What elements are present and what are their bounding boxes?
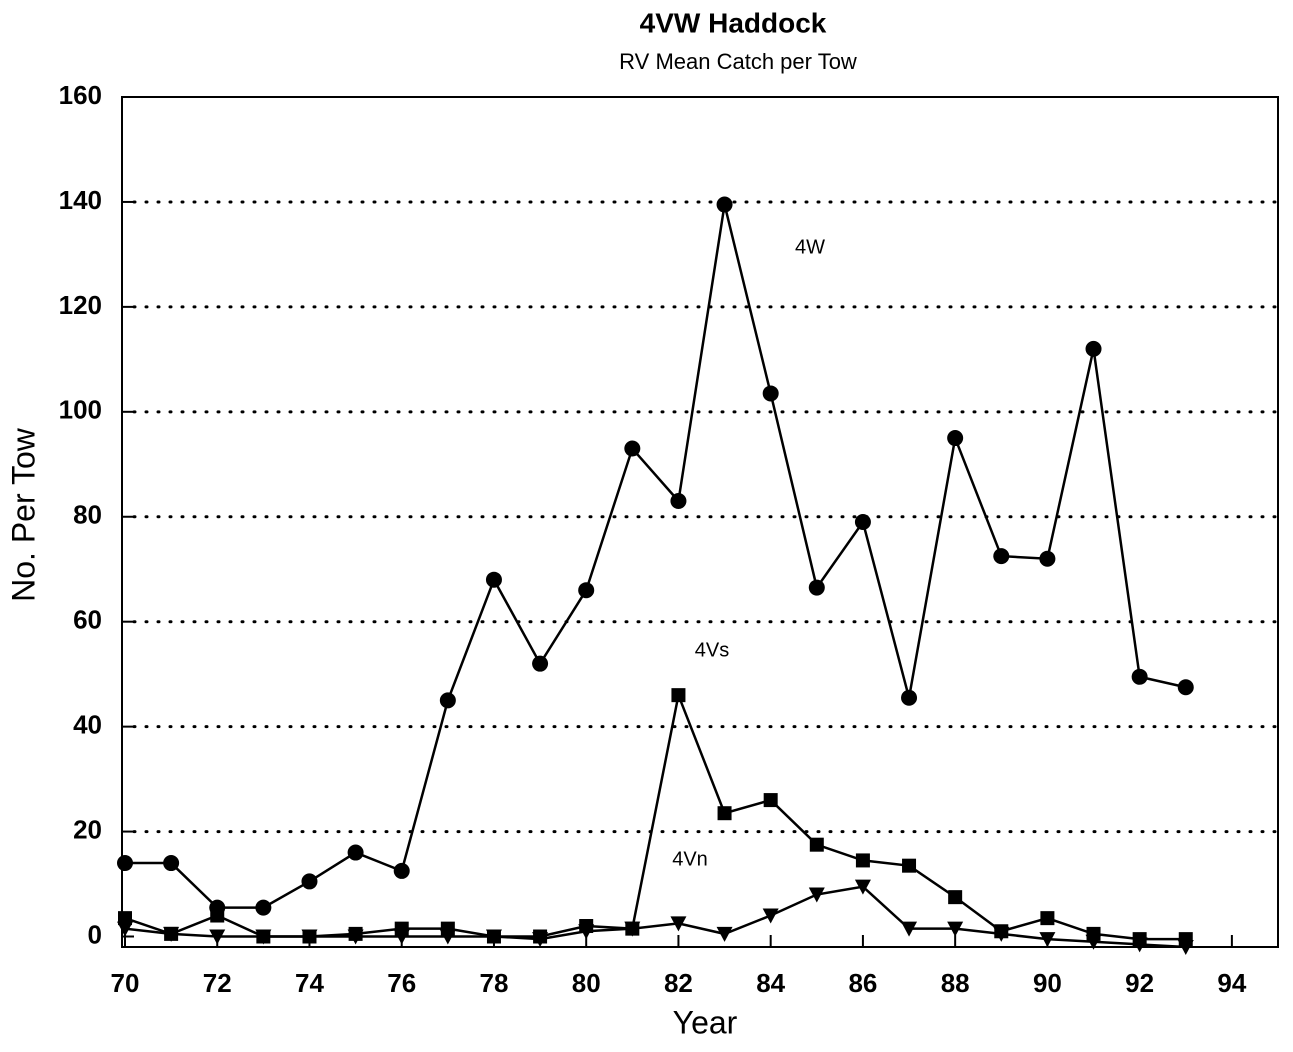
point [578,582,595,599]
point [301,929,318,945]
x-tick-label: 92 [1125,968,1154,998]
point [347,929,364,945]
x-tick-label: 86 [848,968,877,998]
point [532,932,549,948]
y-tick-label: 40 [73,710,102,740]
point [763,793,778,808]
point [439,692,456,709]
y-axis-label: No. Per Tow [5,427,41,602]
y-tick-label: 120 [59,290,102,320]
x-tick-label: 78 [479,968,508,998]
point [854,879,871,895]
point [485,929,502,945]
point [485,571,502,588]
series-line [124,690,1186,941]
y-tick-label: 100 [59,395,102,425]
plot-frame [121,96,1279,948]
x-tick-label: 90 [1033,968,1062,998]
point [993,926,1010,942]
y-tick-label: 160 [59,80,102,110]
point [163,855,180,872]
x-tick-label: 82 [664,968,693,998]
point [716,926,733,942]
series-line [124,885,1186,949]
point [393,862,410,879]
point [301,873,318,890]
point [117,855,133,872]
point [717,806,732,821]
point [210,908,225,923]
point [947,430,964,447]
x-tick-label: 84 [756,968,785,998]
series-line [125,204,1187,909]
point [624,921,641,937]
point [670,916,687,932]
point [948,890,963,905]
series-label: 4Vn [672,848,708,870]
point [163,926,180,942]
point [716,196,733,213]
point [578,924,595,940]
point [347,844,364,861]
point [855,853,870,868]
series-label: 4W [795,236,825,258]
point [439,929,456,945]
point [1085,340,1102,357]
point [255,899,272,916]
y-tick-label: 140 [59,185,102,215]
point [901,689,918,706]
point [1040,911,1055,926]
point [762,385,779,402]
y-tick-label: 0 [88,919,102,949]
y-tick-label: 60 [73,605,102,635]
chart-subtitle: RV Mean Catch per Tow [619,49,857,74]
point [255,929,272,945]
point [947,921,964,937]
point [532,655,549,672]
x-axis-label: Year [673,1004,738,1040]
point [1177,679,1194,696]
x-tick-label: 74 [295,968,324,998]
point [670,493,687,510]
point [854,514,871,530]
point [209,929,226,945]
x-tick-label: 88 [941,968,970,998]
point [993,548,1010,565]
point [1085,934,1102,950]
point [1177,940,1194,955]
point [624,440,641,457]
chart-title: 4VW Haddock [640,7,827,38]
series-label: 4Vs [695,639,729,661]
point [1039,550,1056,567]
x-tick-label: 72 [203,968,232,998]
point [117,921,133,937]
point [809,837,824,852]
y-tick-label: 20 [73,814,102,844]
point [1039,932,1056,948]
point [671,688,686,703]
x-tick-label: 70 [111,968,140,998]
x-tick-label: 94 [1217,968,1246,998]
point [1131,668,1148,685]
point [901,921,918,937]
x-tick-label: 76 [387,968,416,998]
point [1131,937,1148,953]
x-tick-label: 80 [572,968,601,998]
point [808,579,825,596]
point [902,858,917,873]
point [393,929,410,945]
point [808,887,825,903]
point [762,908,779,924]
y-tick-label: 80 [73,500,102,530]
